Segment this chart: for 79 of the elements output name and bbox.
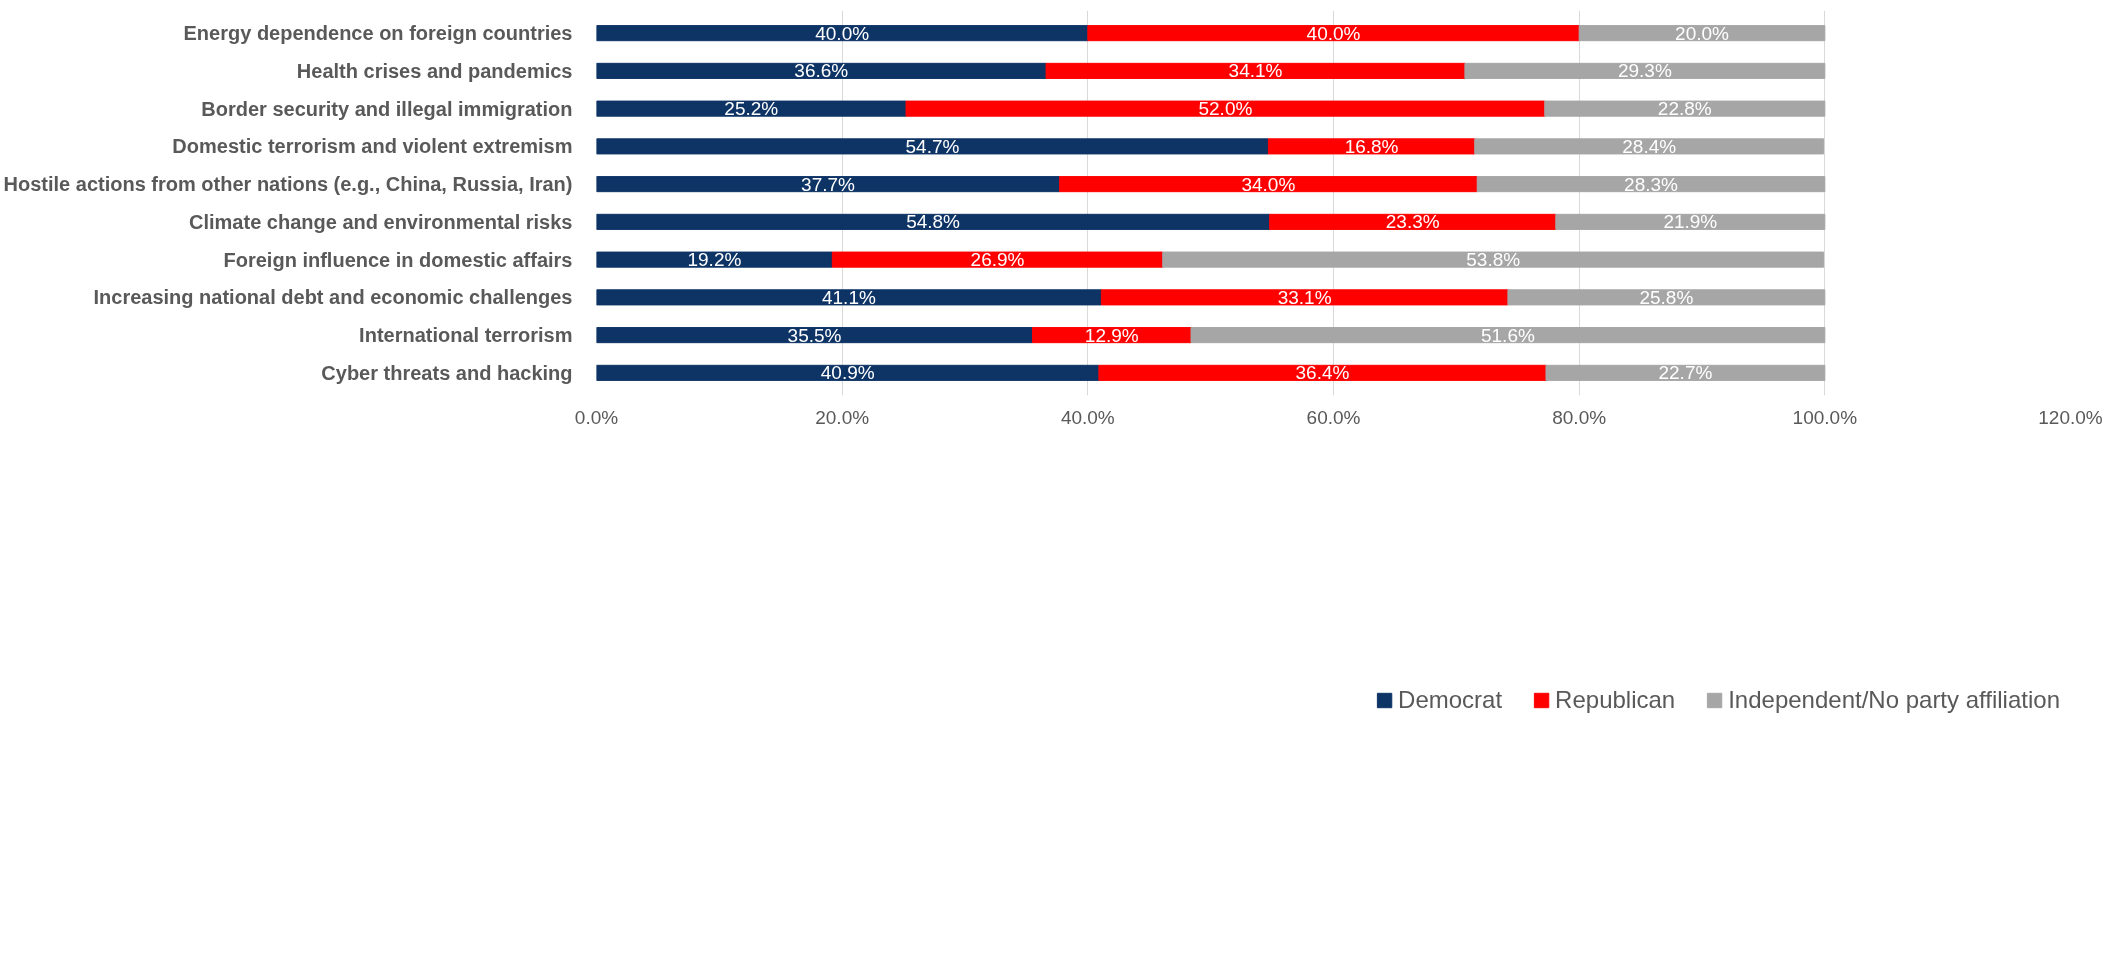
data-label: 36.6% [794,60,849,82]
data-label: 20.0% [1675,22,1730,44]
bar [596,25,1089,42]
bar [596,289,1102,306]
legend-label: Independent/No party affiliation [1728,686,2060,714]
bar [1474,138,1825,155]
data-label: 22.7% [1658,362,1713,384]
bar [596,213,1271,230]
x-tick-label: 100.0% [1792,406,1858,428]
data-label: 16.8% [1344,135,1399,157]
bar [1059,176,1478,193]
bar [1545,364,1826,381]
bar [596,100,907,117]
bar [1476,176,1826,193]
y-tick-label: Energy dependence on foreign countries [183,22,573,45]
bar [596,364,1100,381]
data-label: 53.8% [1466,249,1521,271]
legend-label: Democrat [1398,686,1503,714]
data-label: 37.7% [801,173,856,195]
data-label: 25.2% [724,98,779,120]
data-label: 22.8% [1657,98,1712,120]
y-tick-label: Increasing national debt and economic challenges [93,286,573,309]
bar [1045,62,1466,79]
data-label: 28.3% [1624,173,1679,195]
x-tick-label: 60.0% [1306,406,1361,428]
y-tick-label: Border security and illegal immigration [201,97,573,120]
data-label: 34.0% [1241,173,1296,195]
data-label: 29.3% [1617,60,1672,82]
bar [905,100,1546,117]
y-tick-label: Climate change and environmental risks [189,210,573,233]
data-label: 52.0% [1198,98,1253,120]
data-label: 33.1% [1277,286,1332,308]
bar [596,176,1061,193]
x-tick-label: 20.0% [815,406,870,428]
data-label: 40.0% [1306,22,1361,44]
bar [831,251,1164,268]
data-label: 21.9% [1663,211,1718,233]
x-tick-label: 120.0% [2038,406,2103,428]
bar [1087,25,1580,42]
bar [596,251,833,268]
bar [1507,289,1826,306]
bar [1269,213,1557,230]
data-label: 54.8% [906,211,961,233]
data-label: 26.9% [970,249,1025,271]
bar [596,138,1269,155]
bar [596,327,1034,344]
y-tick-label: International terrorism [359,324,573,347]
y-tick-label: Cyber threats and hacking [321,361,573,384]
y-tick-label: Hostile actions from other nations (e.g., China, Russia, Iran) [3,173,573,196]
data-label: 36.4% [1295,362,1350,384]
y-tick-label: Domestic terrorism and violent extremism [172,135,573,158]
data-label: 23.3% [1385,211,1440,233]
data-label: 41.1% [821,286,876,308]
bar [1555,213,1826,230]
x-tick-label: 0.0% [574,406,619,428]
bar [1100,289,1509,306]
data-label: 28.4% [1622,135,1677,157]
data-label: 54.7% [905,135,960,157]
bar [1267,138,1476,155]
bar [1162,251,1825,268]
bar [1464,62,1826,79]
bar [1190,327,1826,344]
data-label: 19.2% [687,249,742,271]
data-label: 35.5% [787,324,842,346]
y-tick-label: Health crises and pandemics [296,59,573,82]
data-label: 34.1% [1228,60,1283,82]
data-label: 12.9% [1084,324,1139,346]
data-label: 25.8% [1639,286,1694,308]
bar [1098,364,1547,381]
x-tick-label: 80.0% [1552,406,1607,428]
data-label: 40.0% [815,22,870,44]
data-label: 51.6% [1480,324,1535,346]
data-label: 40.9% [820,362,875,384]
bar [596,62,1047,79]
bar [1578,25,1826,42]
y-tick-label: Foreign influence in domestic affairs [223,248,573,271]
legend-label: Republican [1555,686,1676,714]
x-tick-label: 40.0% [1060,406,1115,428]
bar [1544,100,1826,117]
